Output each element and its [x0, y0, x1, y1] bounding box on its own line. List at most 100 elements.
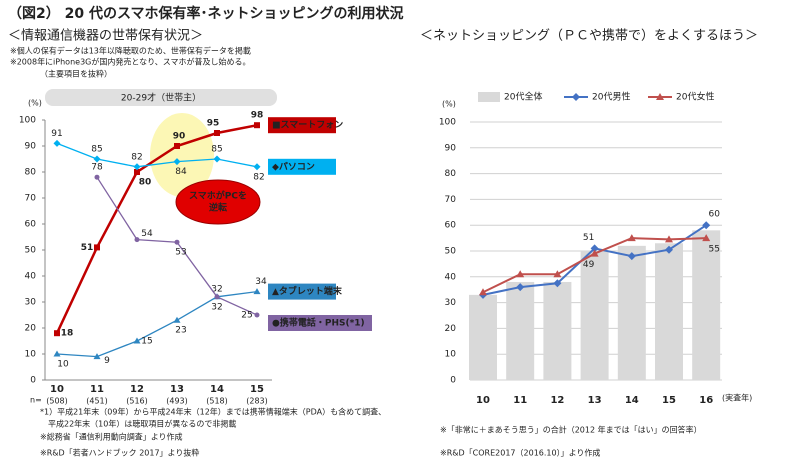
value-label: 54 — [141, 229, 153, 239]
marker — [656, 93, 664, 100]
legend-swatch — [478, 92, 500, 102]
y-tick-label: 70 — [445, 195, 457, 205]
marker — [134, 237, 140, 243]
x-tick-label: 11 — [513, 395, 527, 406]
value-label: 32 — [211, 284, 222, 294]
marker — [174, 143, 180, 149]
y-tick-label: 50 — [25, 246, 37, 256]
n-label: (518) — [206, 397, 228, 406]
y-tick-label: 100 — [19, 116, 36, 126]
x-tick-label: 10 — [50, 384, 64, 395]
marker — [702, 221, 711, 230]
value-label: 55 — [708, 245, 719, 255]
footnote: 平成22年末（10年）は聴取項目が異なるので非掲載 — [48, 419, 236, 429]
bar — [543, 281, 572, 380]
note: ※個人の保有データは13年以降聴取のため、世帯保有データを掲載 — [10, 46, 251, 56]
value-label: 60 — [708, 210, 720, 220]
right-title: ＜ネットショッピング（ＰＣや携帯で）をよくするほう＞ — [420, 28, 758, 44]
y-tick-label: 90 — [445, 143, 457, 153]
marker — [133, 337, 141, 344]
value-label: 32 — [211, 302, 222, 312]
x-tick-label: 16 — [699, 395, 713, 406]
value-label: 49 — [583, 260, 595, 270]
marker — [665, 235, 673, 243]
marker — [133, 163, 141, 171]
bar — [506, 281, 535, 380]
marker — [553, 279, 562, 288]
legend-box — [268, 117, 336, 134]
y-label: (%) — [28, 99, 42, 108]
y-tick-label: 0 — [450, 376, 456, 386]
value-label: 10 — [57, 360, 69, 370]
value-label: 23 — [175, 326, 186, 336]
y-tick-label: 10 — [25, 350, 37, 360]
value-label: 82 — [253, 172, 264, 182]
y-label: (%) — [442, 100, 456, 109]
legend-label: ●携帯電話・PHS(*1) — [272, 317, 365, 329]
line — [56, 142, 258, 168]
value-label: 18 — [61, 329, 74, 339]
marker — [173, 158, 181, 166]
banner: 20-29才（世帯主） — [121, 92, 201, 104]
x-tick-label: 12 — [130, 384, 144, 395]
bar — [655, 243, 683, 380]
highlight — [150, 113, 214, 197]
y-tick-label: 20 — [445, 324, 457, 334]
legend-label: ◆パソコン — [272, 160, 315, 172]
value-label: 90 — [173, 132, 186, 142]
marker — [174, 239, 180, 245]
marker — [53, 350, 61, 357]
bar — [692, 230, 721, 380]
value-label: 25 — [241, 311, 252, 321]
n-label: (493) — [166, 397, 188, 406]
line — [55, 123, 258, 334]
y-tick-label: 0 — [30, 376, 36, 386]
value-label: 53 — [175, 248, 186, 258]
y-tick-label: 80 — [445, 169, 457, 179]
n-label: (508) — [46, 397, 68, 406]
y-tick-label: 90 — [25, 142, 37, 152]
x-tick-label: 12 — [550, 395, 564, 406]
bar — [617, 245, 646, 380]
value-label: 95 — [207, 119, 220, 129]
note: ※2008年にiPhone3Gが国内発売となり、スマホが普及し始める。 — [10, 57, 251, 67]
marker — [254, 122, 260, 129]
callout — [175, 179, 261, 225]
y-tick-label: 80 — [25, 168, 37, 178]
y-tick-label: 30 — [445, 298, 457, 308]
value-label: 78 — [91, 163, 103, 173]
value-label: 51 — [583, 233, 594, 243]
marker — [572, 93, 580, 101]
marker — [590, 244, 599, 253]
marker — [173, 316, 181, 323]
marker — [94, 244, 100, 251]
legend-label: 20代女性 — [676, 91, 714, 103]
x-tick-label: 15 — [662, 395, 676, 406]
value-label: 85 — [91, 145, 102, 155]
bar — [580, 251, 609, 380]
y-tick-label: 40 — [25, 272, 37, 282]
legend-box — [268, 315, 372, 331]
legend-label: 20代男性 — [592, 91, 630, 103]
marker — [516, 270, 525, 278]
value-label: 9 — [104, 356, 110, 366]
y-tick-label: 100 — [439, 118, 456, 128]
x-tick-label: 11 — [90, 384, 104, 395]
marker — [53, 139, 61, 147]
n-label: (516) — [126, 397, 148, 406]
page-title: （図2） 20 代のスマホ保有率･ネットショッピングの利用状況 — [8, 5, 404, 22]
callout-text: 逆転 — [209, 202, 227, 214]
x-tick-label: 13 — [170, 384, 184, 395]
banner-bg — [45, 89, 277, 106]
marker — [627, 252, 636, 261]
y-tick-label: 20 — [25, 324, 37, 334]
note: （主要項目を抜粋） — [40, 69, 112, 79]
marker — [213, 155, 221, 163]
footnote: *1）平成21年末（09年）から平成24年末（12年）までは携帯情報端末（PDA… — [40, 407, 386, 417]
value-label: 84 — [175, 167, 187, 177]
legend-box — [268, 158, 336, 175]
y-tick-label: 60 — [25, 220, 37, 230]
marker — [253, 288, 261, 295]
bar — [469, 294, 497, 380]
